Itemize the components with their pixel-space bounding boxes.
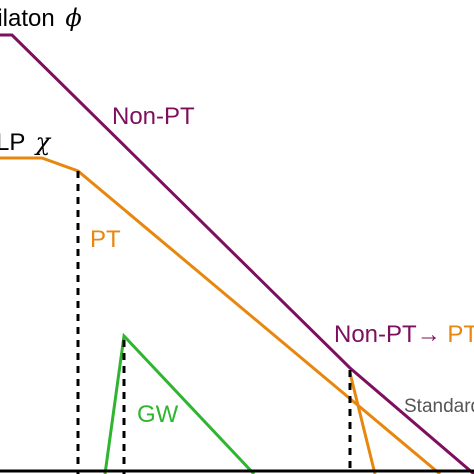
dilaton-curve: [0, 33, 474, 474]
pt-label: PT: [90, 226, 121, 253]
gw-label: GW: [137, 401, 179, 428]
pt-curve: [0, 156, 441, 474]
non-pt-label: Non-PT: [112, 103, 195, 130]
non-pt-to-pt-label: Non-PT→ PT: [334, 321, 474, 348]
dilaton-label: Dilaton ϕ: [0, 4, 82, 32]
non-pt-to-pt-curve: [348, 372, 377, 474]
wimp-label: FIMP/WIMP/LP χ: [0, 128, 52, 156]
standard-label: Standard: [404, 396, 474, 417]
gw-curve: [103, 332, 256, 474]
non-pt-to-pt-label-pt-part: PT: [447, 321, 474, 348]
